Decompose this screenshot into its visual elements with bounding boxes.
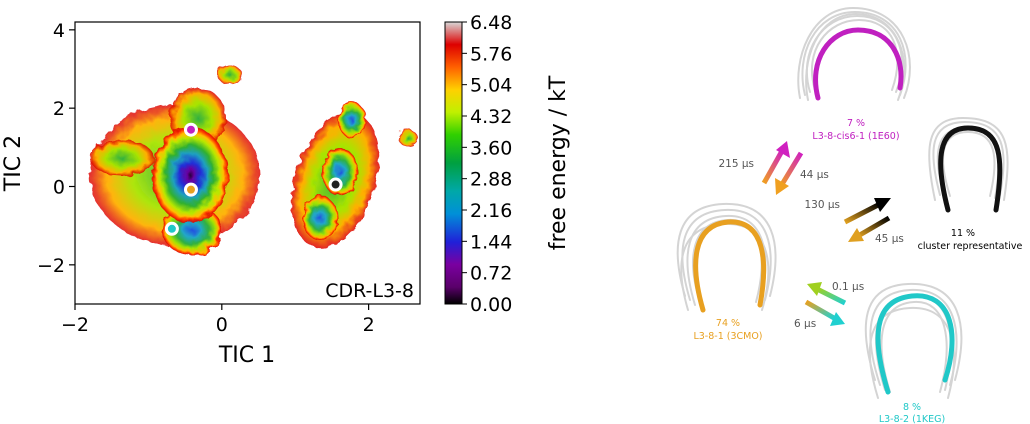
state-left-trace [693, 219, 767, 313]
colorbar-tick-label: 1.44 [470, 231, 512, 253]
colorbar-gradient [444, 21, 463, 305]
rate-left-bottom-forward: 0.1 µs [832, 281, 864, 293]
arrow-left-to-bottom [804, 299, 836, 321]
state-top-structure [797, 6, 911, 101]
arrow-right-to-left-head [848, 228, 864, 242]
x-tick-label: 0 [216, 314, 228, 336]
state-marker [328, 177, 343, 192]
y-axis-ticks: −2 0 2 4 [37, 20, 75, 277]
colorbar-label: free energy / kT [546, 75, 571, 250]
y-tick-label: −2 [37, 255, 65, 277]
x-axis-ticks: −2 0 2 [61, 304, 375, 336]
colorbar: 0.00 0.72 1.44 2.16 2.88 3.60 4.32 5.04 5.76 6.48… [444, 12, 571, 316]
state-right-name: cluster representative [918, 241, 1023, 252]
state-top-trace [813, 27, 904, 101]
state-marker [183, 122, 198, 137]
colorbar-tick-label: 6.48 [470, 12, 512, 34]
colorbar-tick-label: 3.60 [470, 137, 512, 159]
arrow-left-to-bottom-head [830, 312, 845, 326]
state-marker [183, 182, 198, 197]
y-axis-label: TIC 2 [1, 135, 26, 192]
rate-left-top-forward: 215 µs [718, 158, 754, 170]
y-tick-label: 0 [53, 177, 65, 199]
state-left-percent: 74 % [716, 318, 740, 329]
transition-left-top: 215 µs 44 µs [718, 141, 829, 195]
colorbar-tick-label: 0.72 [470, 263, 512, 285]
plot-frame [74, 21, 421, 305]
state-left-structure [676, 202, 777, 313]
state-marker [164, 221, 179, 236]
rate-left-right-forward: 130 µs [804, 199, 840, 211]
density-map [90, 65, 418, 255]
basin-right-lower [302, 196, 338, 240]
state-bottom-name: L3-8-2 (1KEG) [879, 414, 945, 424]
plot-annotation: CDR-L3-8 [325, 280, 414, 302]
state-bottom-structure [864, 282, 963, 399]
basin-right-upper [338, 102, 366, 138]
rate-left-right-backward: 45 µs [875, 233, 904, 245]
arrow-right-to-left [856, 215, 891, 239]
transition-left-right: 130 µs 45 µs [804, 198, 904, 245]
state-right-structure [928, 116, 1009, 213]
transition-left-bottom: 0.1 µs 6 µs [794, 281, 864, 330]
rate-left-bottom-backward: 6 µs [794, 318, 816, 330]
y-tick-label: 2 [53, 98, 65, 120]
basin-right-edge [398, 130, 418, 146]
arrow-bottom-to-left [815, 286, 847, 306]
x-axis-label: TIC 1 [218, 343, 275, 368]
rate-left-top-backward: 44 µs [800, 169, 829, 181]
kinetic-diagram: 7 % L3-8-cis6-1 (1E60) 11 % cluster repr… [676, 6, 1023, 424]
colorbar-tick-label: 0.00 [470, 294, 512, 316]
free-energy-plot: −2 0 2 −2 0 2 4 TIC 1 TIC 2 CDR-L3-8 [1, 20, 421, 368]
state-bottom-trace [875, 293, 955, 395]
arrow-left-to-top-head [776, 141, 790, 158]
colorbar-tick-label: 4.32 [470, 106, 512, 128]
colorbar-tick-label: 2.16 [470, 200, 512, 222]
colorbar-tick-label: 2.88 [470, 169, 512, 191]
state-top-percent: 7 % [847, 118, 865, 129]
state-right-trace [938, 125, 1003, 213]
state-top-name: L3-8-cis6-1 (1E60) [812, 131, 899, 142]
arrow-left-to-right-head [874, 198, 891, 212]
colorbar-tick-label: 5.76 [470, 43, 512, 65]
arrow-bottom-to-left-head [807, 282, 822, 296]
state-bottom-percent: 8 % [903, 402, 921, 413]
colorbar-ticks: 0.00 0.72 1.44 2.16 2.88 3.60 4.32 5.04 5.76 6.48 [462, 12, 512, 316]
y-tick-label: 4 [53, 20, 65, 42]
basin-left-core [152, 127, 228, 223]
x-tick-label: −2 [61, 314, 89, 336]
basin-left-tail [90, 140, 154, 176]
state-markers [164, 122, 343, 236]
colorbar-tick-label: 5.04 [470, 75, 512, 97]
basin-left-small [218, 65, 242, 85]
arrow-top-to-left-head [775, 178, 789, 195]
state-right-percent: 11 % [951, 228, 975, 239]
x-tick-label: 2 [363, 314, 375, 336]
state-left-name: L3-8-1 (3CMO) [693, 331, 762, 342]
arrow-left-to-top [761, 149, 785, 185]
arrow-top-to-left [778, 151, 804, 188]
arrow-left-to-right [843, 201, 882, 225]
